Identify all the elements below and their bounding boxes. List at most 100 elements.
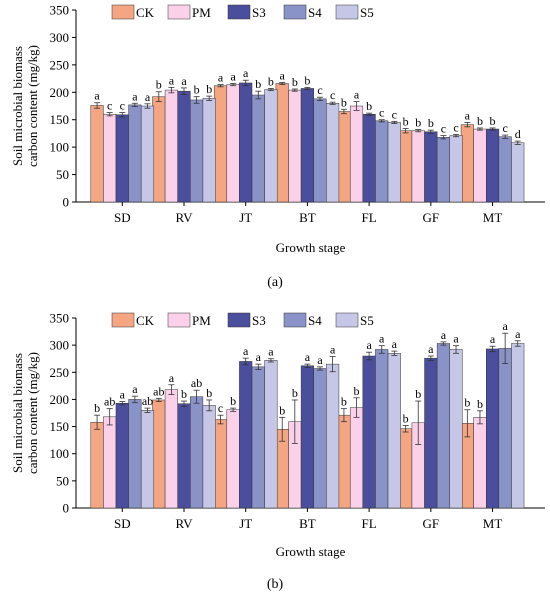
legend-label-s4: S4: [308, 5, 322, 20]
x-tick-label: FL: [362, 516, 377, 531]
significance-letter: a: [243, 344, 249, 358]
bar-pm: [103, 416, 117, 509]
significance-letter: ab: [191, 376, 202, 390]
bar-s3: [239, 82, 253, 203]
significance-letter: a: [169, 73, 175, 87]
significance-letter: a: [94, 89, 100, 103]
significance-letter: a: [502, 319, 508, 333]
legend-label-pm: PM: [192, 5, 211, 20]
bar-s3: [300, 365, 314, 509]
y-axis-title: Soil microbial biomasscarbon content (mg…: [10, 352, 40, 474]
y-tick-label: 150: [50, 112, 70, 127]
significance-letter: b: [292, 75, 298, 89]
y-tick-label: 200: [50, 85, 70, 100]
bar-s4: [375, 120, 389, 203]
bar-pm: [411, 130, 425, 203]
bar-s3: [115, 114, 129, 203]
bar-s3: [485, 128, 500, 203]
significance-letter: a: [268, 345, 274, 359]
significance-letter: b: [354, 384, 360, 398]
bar-s5: [202, 405, 216, 509]
bar-s4: [498, 136, 512, 203]
significance-letter: b: [156, 78, 162, 92]
bar-s5: [511, 142, 525, 203]
significance-letter: a: [515, 327, 521, 341]
legend-swatch-s5: [335, 4, 359, 20]
significance-letter: a: [256, 350, 262, 364]
panel-label: (b): [267, 577, 284, 592]
bar-s4: [436, 137, 450, 203]
bar-ck: [337, 111, 351, 203]
legend-label-s4: S4: [308, 313, 322, 328]
y-tick-label: 250: [50, 365, 70, 380]
significance-letter: b: [341, 95, 347, 109]
significance-letter: b: [428, 116, 434, 130]
significance-letter: b: [403, 114, 409, 128]
significance-letter: ab: [104, 395, 115, 409]
significance-letter: b: [415, 387, 421, 401]
significance-letter: a: [392, 337, 398, 351]
significance-letter: c: [120, 99, 125, 113]
x-tick-label: JT: [239, 210, 252, 225]
legend-swatch-ck: [111, 312, 135, 328]
bar-s3: [239, 361, 253, 509]
significance-letter: a: [132, 89, 138, 103]
x-tick-label: RV: [175, 516, 193, 531]
bar-s4: [251, 94, 265, 203]
bar-s5: [449, 135, 463, 203]
y-tick-label: 350: [50, 311, 70, 326]
legend-label-ck: CK: [136, 5, 155, 20]
significance-letter: c: [453, 121, 458, 135]
significance-letter: c: [392, 107, 397, 121]
legend-swatch-pm: [167, 4, 191, 20]
panel-label: (a): [267, 275, 283, 290]
bar-s3: [362, 355, 376, 509]
bar-pm: [288, 89, 302, 203]
bar-s5: [202, 98, 216, 203]
y-axis-title-line: carbon content (mg/kg): [25, 352, 40, 474]
significance-letter: b: [181, 387, 187, 401]
bar-pm: [349, 407, 364, 509]
significance-letter: b: [477, 114, 483, 128]
x-tick-label: JT: [239, 516, 252, 531]
significance-letter: b: [415, 116, 421, 130]
significance-letter: b: [279, 403, 285, 417]
significance-letter: a: [366, 338, 372, 352]
bar-s3: [362, 113, 376, 203]
significance-letter: a: [181, 74, 187, 88]
x-tick-label: FL: [362, 210, 377, 225]
bar-pm: [226, 409, 240, 509]
legend-swatch-s4: [283, 4, 307, 20]
x-tick-label: SD: [114, 516, 131, 531]
significance-letter: b: [255, 77, 261, 91]
significance-letter: c: [218, 401, 223, 415]
bar-s5: [387, 353, 401, 509]
bar-ck: [337, 414, 351, 509]
significance-letter: a: [490, 332, 496, 346]
y-tick-label: 100: [50, 140, 70, 155]
legend-swatch-s4: [283, 312, 307, 328]
bar-ck: [213, 85, 228, 203]
bar-s5: [264, 89, 278, 203]
x-tick-label: GF: [423, 210, 440, 225]
bar-ck: [399, 428, 413, 509]
significance-letter: b: [230, 394, 236, 408]
significance-letter: b: [464, 396, 470, 410]
legend-swatch-ck: [111, 4, 135, 20]
significance-letter: b: [403, 411, 409, 425]
bar-s4: [190, 396, 204, 509]
bar-ck: [275, 83, 289, 203]
significance-letter: a: [145, 90, 151, 104]
significance-letter: a: [120, 388, 126, 402]
bar-s3: [177, 90, 191, 203]
significance-letter: a: [132, 382, 138, 396]
y-axis-title-line: carbon content (mg/kg): [25, 45, 40, 167]
bar-s4: [251, 366, 265, 509]
y-tick-label: 250: [50, 57, 70, 72]
bar-s4: [190, 99, 204, 203]
legend-label-s3: S3: [252, 313, 266, 328]
bar-ck: [460, 124, 474, 203]
bar-s3: [485, 348, 500, 509]
bar-s5: [140, 410, 155, 509]
bar-ck: [399, 130, 413, 203]
